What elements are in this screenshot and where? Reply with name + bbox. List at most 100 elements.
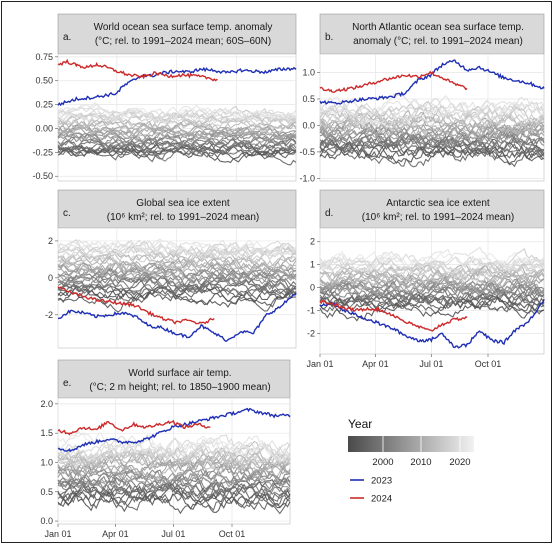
panel-letter-a: a.	[63, 32, 71, 43]
y-tick-label: 2	[48, 236, 53, 246]
y-tick-label: -0.25	[32, 147, 53, 157]
historical-year-line	[57, 254, 297, 275]
year-gradient-bar	[348, 436, 474, 452]
historical-year-line	[57, 443, 291, 471]
panel-title-line-d: (10⁶ km²; rel. to 1991–2024 mean)	[362, 212, 515, 223]
historical-year-line	[319, 97, 545, 119]
panel-title-line-c: (10⁶ km²; rel. to 1991–2024 mean)	[107, 212, 260, 223]
series-line-2024	[319, 299, 468, 332]
y-tick-label: -0.5	[299, 147, 315, 157]
panel-c: c. Global sea ice extent (10⁶ km²; rel. to…	[45, 189, 297, 349]
panel-e: e. World surface air temp. (°C; 2 m height…	[40, 359, 291, 539]
historical-year-line	[319, 291, 545, 308]
y-tick-label: 0.00	[35, 123, 53, 133]
panel-title-line-e: World surface air temp.	[128, 368, 231, 379]
historical-year-line	[319, 253, 545, 273]
x-tick-label: Oct 01	[219, 529, 246, 539]
panel-header-e	[57, 359, 291, 399]
historical-year-line	[57, 439, 291, 470]
historical-year-line	[319, 288, 545, 311]
x-tick-label: Jan 01	[306, 359, 333, 369]
y-tick-label: -1.0	[299, 173, 315, 183]
panel-title-line-c: Global sea ice extent	[136, 198, 230, 209]
y-tick-label: 0.0	[40, 516, 53, 526]
panel-title-line-b: anomaly (°C; rel. to 1991–2024 mean)	[353, 36, 523, 47]
y-tick-label: 1	[310, 260, 315, 270]
historical-year-line	[319, 262, 545, 286]
panel-d: d. Antarctic sea ice extent (10⁶ km²; rel.…	[306, 189, 545, 369]
historical-year-line	[57, 275, 297, 300]
historical-year-line	[319, 279, 545, 295]
panel-letter-e: e.	[63, 378, 71, 389]
historical-year-line	[57, 265, 297, 284]
historical-year-line	[319, 93, 545, 118]
legend-label-2023: 2023	[371, 476, 392, 487]
y-tick-label: 2	[310, 237, 315, 247]
historical-year-line	[319, 296, 545, 322]
historical-year-line	[319, 96, 545, 123]
panel-letter-d: d.	[325, 208, 333, 219]
y-tick-label: 0.0	[302, 120, 315, 130]
y-tick-label: 1.0	[302, 68, 315, 78]
historical-year-line	[319, 142, 545, 165]
y-tick-label: 0.5	[40, 487, 53, 497]
historical-year-line	[319, 134, 545, 160]
panel-title-line-a: World ocean sea surface temp. anomaly	[94, 22, 273, 33]
panel-letter-c: c.	[63, 208, 71, 219]
gradient-tick-label: 2000	[372, 457, 393, 468]
historical-year-line	[319, 250, 545, 271]
x-tick-label: Jul 01	[419, 359, 443, 369]
historical-year-line	[57, 240, 297, 263]
historical-year-line	[319, 100, 545, 126]
historical-year-line	[57, 239, 297, 256]
panel-title-line-b: North Atlantic ocean sea surface temp.	[352, 22, 524, 33]
panel-title-line-a: (°C; rel. to 1991–2024 mean; 60S–60N)	[95, 36, 271, 47]
panel-header-b	[319, 13, 545, 55]
y-tick-label: 0.50	[35, 76, 53, 86]
series-line-2023	[57, 66, 297, 107]
x-tick-label: Oct 01	[475, 359, 502, 369]
historical-year-line	[319, 99, 545, 128]
y-tick-label: 1.0	[40, 457, 53, 467]
y-tick-label: 1.5	[40, 428, 53, 438]
historical-year-line	[319, 256, 545, 282]
y-tick-label: -2	[45, 310, 53, 320]
historical-year-line	[57, 464, 291, 490]
y-tick-label: -0.50	[32, 171, 53, 181]
historical-year-line	[57, 120, 297, 136]
y-tick-label: -2	[307, 328, 315, 338]
panel-a: a. World ocean sea surface temp. anomaly (…	[32, 13, 297, 182]
gradient-tick-label: 2020	[449, 457, 470, 468]
historical-year-line	[57, 125, 297, 144]
historical-year-line	[57, 131, 297, 151]
historical-year-line	[57, 239, 297, 259]
panel-letter-b: b.	[325, 32, 333, 43]
historical-year-line	[57, 102, 297, 120]
historical-year-line	[319, 124, 545, 149]
series-line-2024	[57, 58, 218, 82]
panel-title-line-d: Antarctic sea ice extent	[386, 198, 490, 209]
series-line-2024	[57, 286, 215, 325]
series-line-2024	[319, 70, 468, 93]
series-line-2023	[57, 292, 297, 343]
legend: Year 2000 2010 2020 2023 2024	[348, 417, 474, 505]
series-line-2024	[57, 419, 211, 436]
y-tick-label: 0	[48, 273, 53, 283]
historical-year-line	[57, 283, 297, 304]
legend-title: Year	[348, 417, 372, 431]
series-line-2023	[319, 298, 545, 349]
historical-year-line	[57, 432, 291, 462]
historical-year-line	[57, 288, 297, 313]
historical-year-line	[57, 461, 291, 492]
historical-year-line	[319, 281, 545, 306]
panel-title-line-e: (°C; 2 m height; rel. to 1850–1900 mean)	[89, 382, 270, 393]
y-tick-label: -1	[307, 305, 315, 315]
x-tick-label: Jan 01	[44, 529, 71, 539]
series-line-2023	[57, 407, 291, 453]
historical-year-line	[57, 241, 297, 267]
historical-year-line	[57, 464, 291, 491]
gradient-tick-label: 2010	[410, 457, 431, 468]
historical-year-line	[319, 248, 545, 274]
panel-b: b. North Atlantic ocean sea surface temp.…	[299, 13, 545, 183]
